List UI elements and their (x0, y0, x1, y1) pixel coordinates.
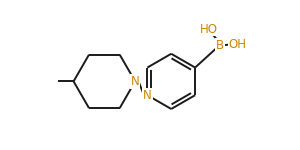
Text: HO: HO (200, 23, 218, 36)
Text: N: N (131, 75, 140, 88)
Text: N: N (143, 89, 152, 102)
Text: OH: OH (229, 38, 247, 51)
Text: B: B (215, 39, 223, 52)
